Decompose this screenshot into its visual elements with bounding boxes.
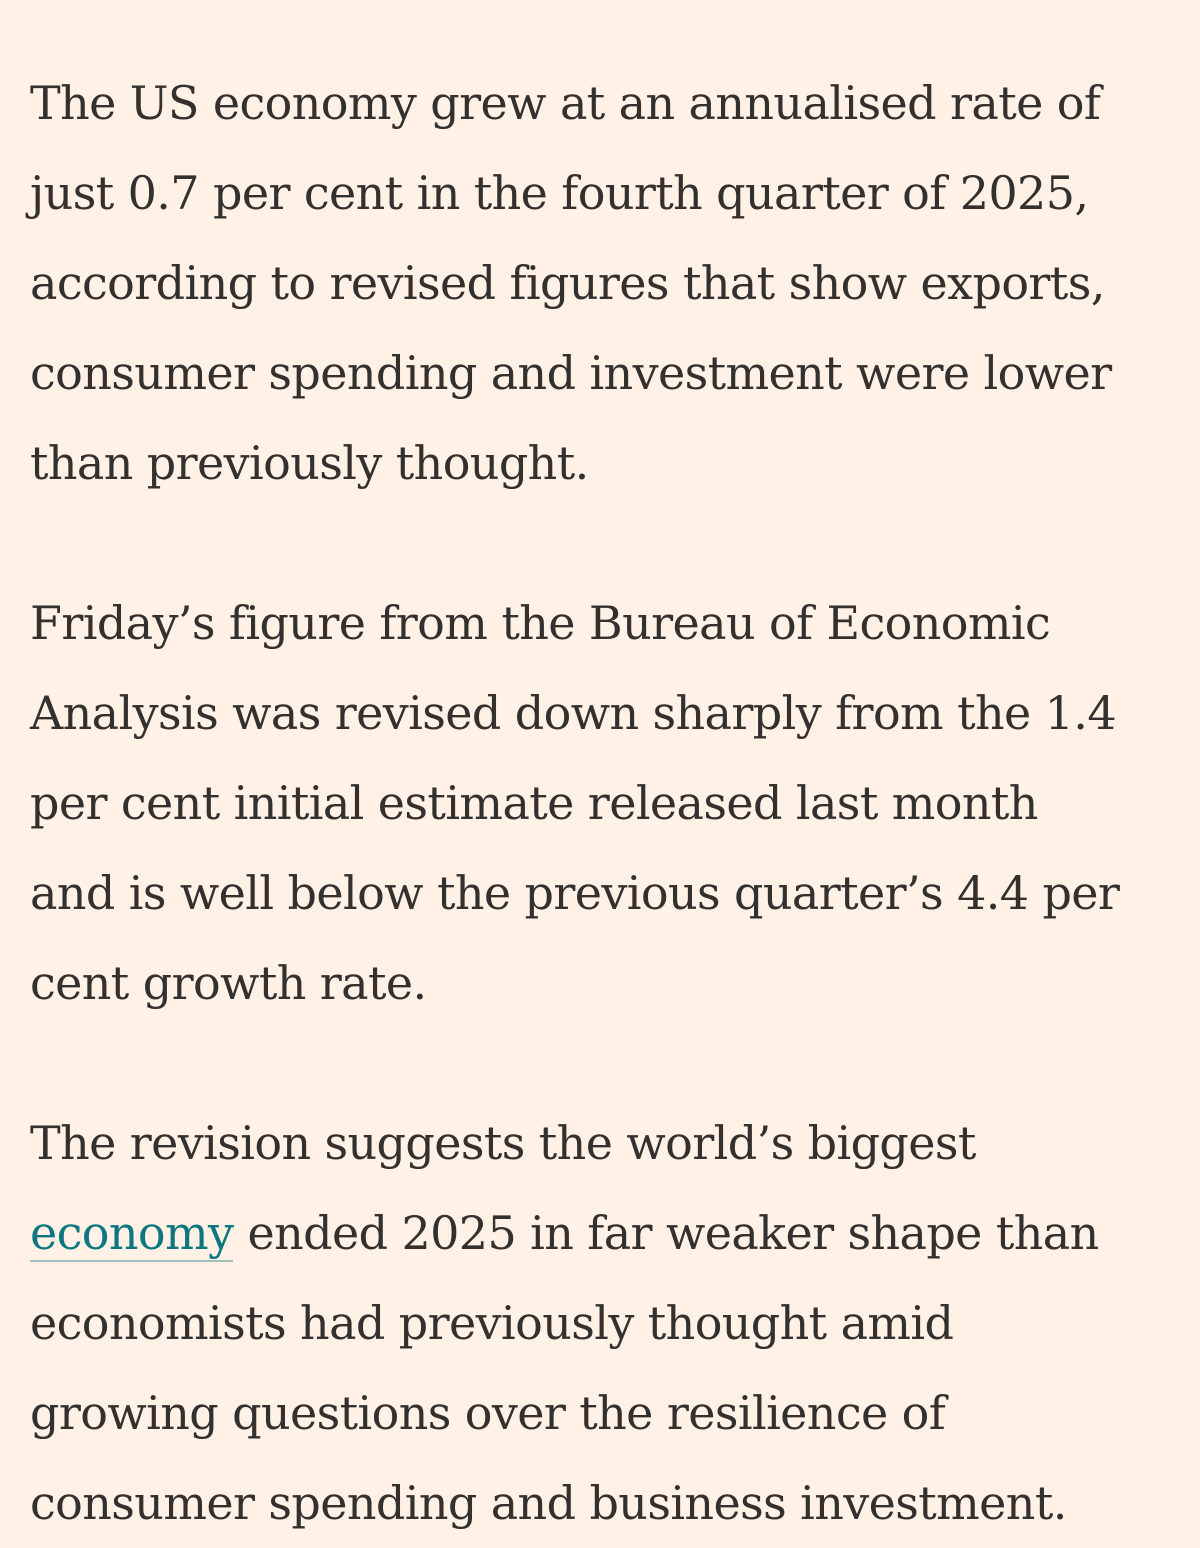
text-line: than previously thought. [30,436,589,490]
paragraph-2: Friday’s figure from the Bureau of Econo… [30,578,1200,1028]
text-line: economy ended 2025 in far weaker shape t… [30,1188,1200,1278]
text-segment: ended 2025 in far weaker shape than [247,1206,1099,1260]
text-line: growing questions over the resilience of [30,1386,946,1440]
text-line: and is well below the previous quarter’s… [30,866,1120,920]
paragraph-3: The revision suggests the world’s bigges… [30,1098,1200,1548]
text-line: just 0.7 per cent in the fourth quarter … [30,166,1089,220]
text-line: consumer spending and investment were lo… [30,346,1112,400]
text-line: Analysis was revised down sharply from t… [30,686,1117,740]
text-line: The revision suggests the world’s bigges… [30,1116,976,1170]
text-line: Friday’s figure from the Bureau of Econo… [30,596,1051,650]
text-line: cent growth rate. [30,956,427,1010]
text-line: according to revised figures that show e… [30,256,1105,310]
economy-link[interactable]: economy [30,1206,234,1262]
paragraph-1: The US economy grew at an annualised rat… [30,58,1200,508]
text-line: The US economy grew at an annualised rat… [30,76,1101,130]
text-line: per cent initial estimate released last … [30,776,1038,830]
text-line: economists had previously thought amid [30,1296,954,1350]
text-line: consumer spending and business investmen… [30,1476,1067,1530]
